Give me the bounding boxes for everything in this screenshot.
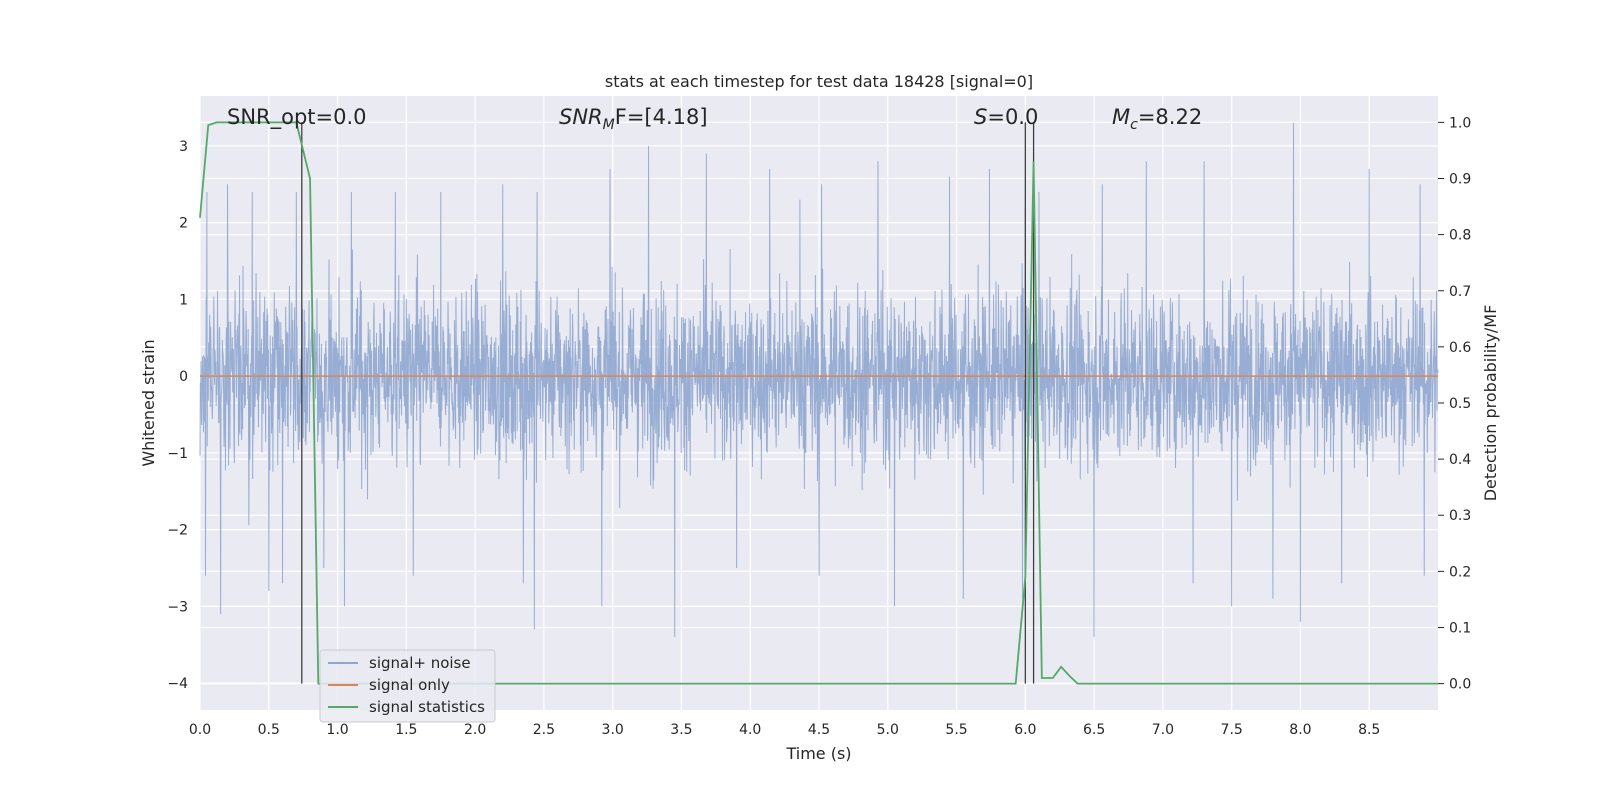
x-tick-label: 8.5: [1358, 722, 1380, 738]
annotation-snr-mf: SNRMF=[4.18]: [559, 105, 708, 133]
legend-label-signal-statistics: signal statistics: [369, 698, 485, 716]
y-tick-label-right: 0.4: [1449, 452, 1471, 468]
y-tick-label-left: −3: [167, 599, 188, 615]
x-tick-label: 5.5: [945, 722, 967, 738]
line-signal-noise: [199, 122, 1439, 638]
annotation-snr-opt: SNR_opt=0.0: [227, 105, 367, 130]
x-tick-label: 5.0: [877, 722, 899, 738]
annotation-s: S=0.0: [974, 105, 1038, 129]
y-tick-label-right: 0.9: [1449, 172, 1471, 188]
y-tick-label-left: 3: [179, 139, 188, 155]
y-tick-label-left: −1: [167, 446, 188, 462]
legend-label-signal-noise: signal+ noise: [369, 654, 471, 672]
y-tick-label-right: 0.7: [1449, 284, 1471, 300]
y-axis-label-right: Detection probability/MF: [1481, 305, 1500, 502]
y-tick-label-left: −2: [167, 523, 188, 539]
y-tick-label-right: 0.3: [1449, 508, 1471, 524]
x-tick-label: 4.5: [808, 722, 830, 738]
x-tick-label: 3.5: [670, 722, 692, 738]
chart-title: stats at each timestep for test data 184…: [605, 72, 1033, 91]
y-tick-label-right: 0.1: [1449, 620, 1471, 636]
line-signal-statistics: [199, 121, 1438, 685]
x-tick-label: 1.0: [326, 722, 348, 738]
y-tick-label-right: 1.0: [1449, 115, 1471, 131]
x-tick-label: 3.0: [602, 722, 624, 738]
x-tick-label: 1.5: [395, 722, 417, 738]
legend-label-signal-only: signal only: [369, 676, 450, 694]
x-tick-label: 4.0: [739, 722, 761, 738]
x-tick-label: 6.0: [1014, 722, 1036, 738]
x-tick-label: 7.0: [1152, 722, 1174, 738]
y-tick-label-right: 0.6: [1449, 340, 1471, 356]
y-tick-label-right: 0.5: [1449, 396, 1471, 412]
y-tick-label-left: −4: [167, 676, 188, 692]
x-axis-label: Time (s): [785, 744, 851, 763]
y-tick-label-left: 0: [179, 369, 188, 385]
legend-box: [319, 649, 496, 723]
axis-ticks: 0.0 0.5 1.0 1.5 2.0 2.5 3.0 3.5 4.0 4.5 5.0 5.5 6.0 6…: [167, 115, 1471, 738]
y-tick-label-right: 0.0: [1449, 677, 1471, 693]
y-tick-label-left: 1: [179, 292, 188, 308]
x-tick-label: 7.5: [1221, 722, 1243, 738]
x-tick-label: 8.0: [1289, 722, 1311, 738]
y-tick-label-right: 0.2: [1449, 564, 1471, 580]
x-tick-label: 0.5: [258, 722, 280, 738]
y-tick-label-right: 0.8: [1449, 228, 1471, 244]
x-tick-label: 0.0: [189, 722, 211, 738]
x-tick-label: 2.5: [533, 722, 555, 738]
y-axis-label-left: Whitened strain: [139, 339, 158, 466]
x-tick-label: 6.5: [1083, 722, 1105, 738]
x-tick-label: 2.0: [464, 722, 486, 738]
series-signal-noise: [199, 122, 1439, 638]
annotation-mc: Mc=8.22: [1112, 105, 1202, 133]
y-tick-label-left: 2: [179, 216, 188, 232]
legend: signal+ noise signal only signal statist…: [319, 649, 496, 723]
series-signal-statistics: [199, 121, 1438, 685]
